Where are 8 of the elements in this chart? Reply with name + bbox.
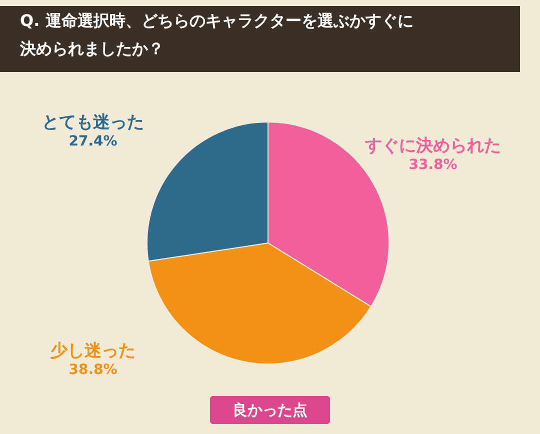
chart-title: Q. 運命選択時、どちらのキャラクターを選ぶかすぐに決められましたか？ bbox=[19, 11, 414, 58]
data-label: 27.4% bbox=[68, 134, 118, 150]
data-label: 38.8% bbox=[68, 362, 118, 378]
slice-label: すぐに決められた bbox=[364, 136, 501, 156]
data-label: 33.8% bbox=[408, 156, 458, 173]
slice-label: 少し迷った bbox=[50, 341, 136, 362]
text: 良かった点 bbox=[232, 401, 308, 419]
slice-label: とても迷った bbox=[42, 112, 144, 133]
